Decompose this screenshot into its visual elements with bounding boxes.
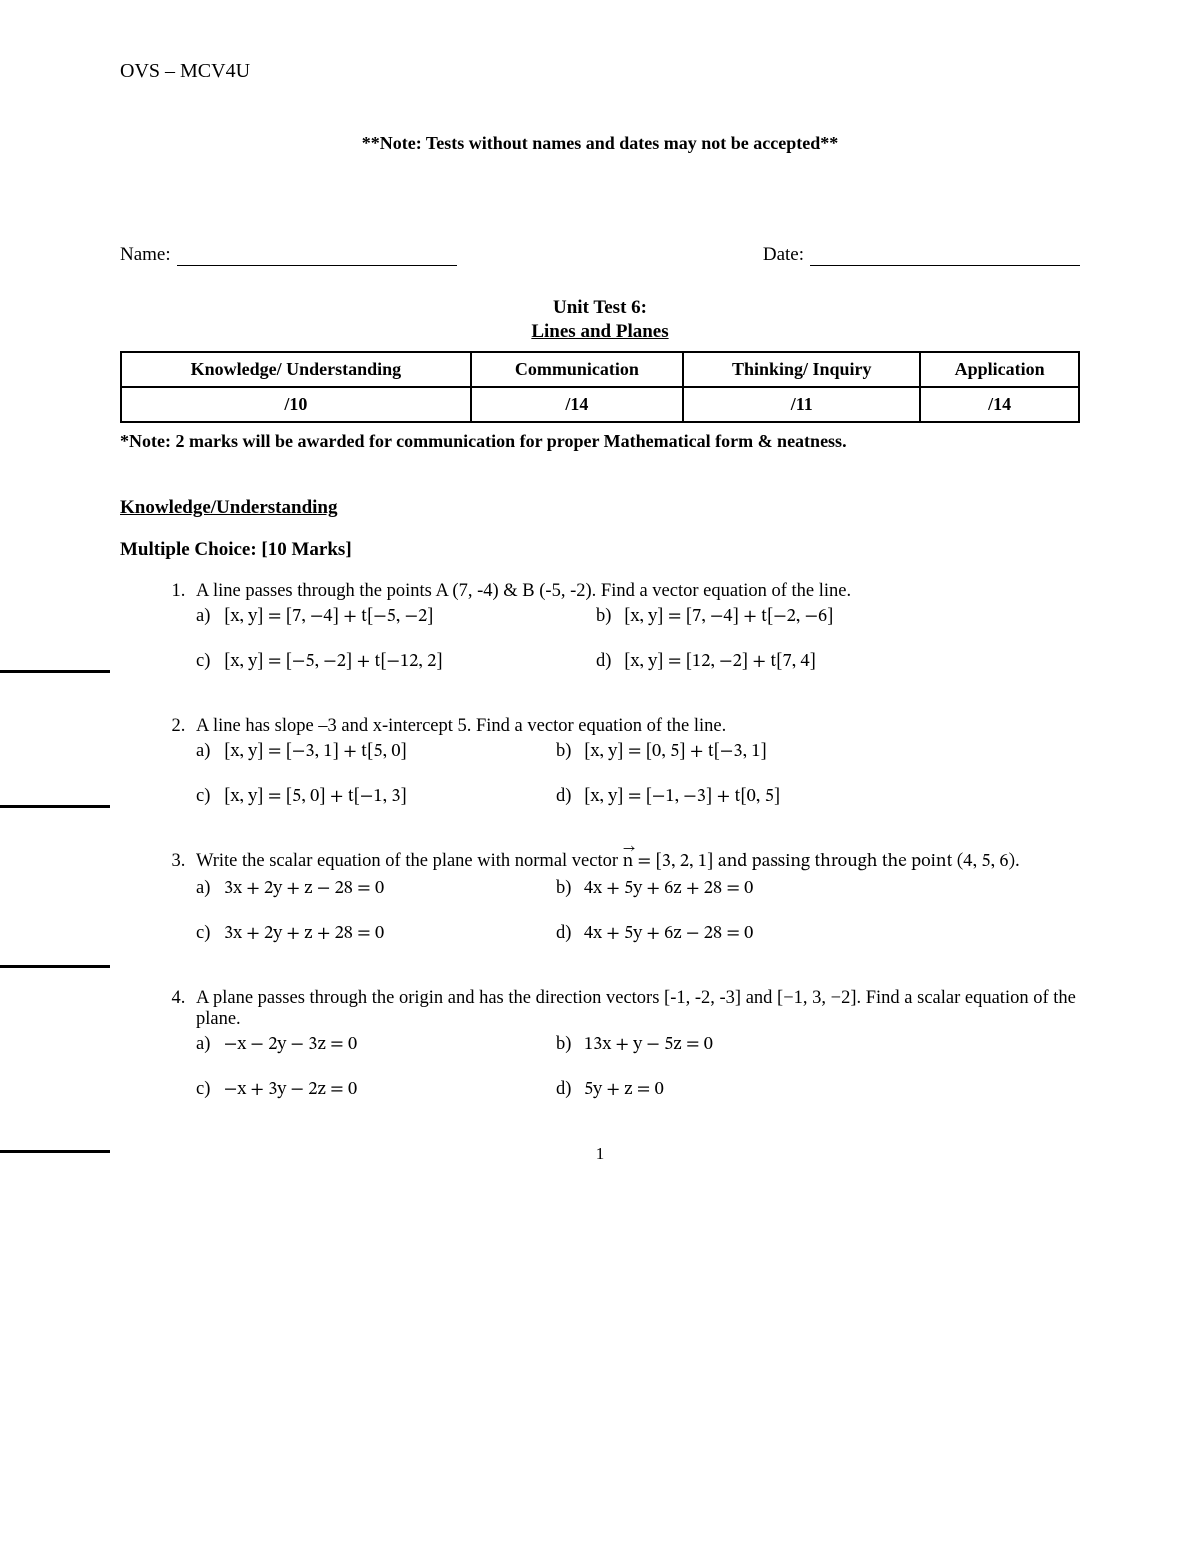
rubric-table: Knowledge/ Understanding Communication T… xyxy=(120,351,1080,423)
rubric-score: /14 xyxy=(471,387,683,422)
date-field: Date: xyxy=(763,244,1080,266)
answer-blank-3[interactable] xyxy=(0,965,110,968)
marks-footnote: *Note: 2 marks will be awarded for commu… xyxy=(120,431,1080,452)
question-list: A line passes through the points A (7, -… xyxy=(120,581,1080,1102)
rubric-header: Thinking/ Inquiry xyxy=(683,352,920,387)
choice-d: d)4x + 5y + 6z − 28 = 0 xyxy=(556,923,753,946)
question-1: A line passes through the points A (7, -… xyxy=(190,581,1080,674)
choice-b: b)13x + y − 5z = 0 xyxy=(556,1034,713,1057)
question-text: A plane passes through the origin and ha… xyxy=(196,988,1080,1030)
answer-blank-2[interactable] xyxy=(0,805,110,808)
question-text: A line has slope –3 and x-intercept 5. F… xyxy=(196,716,1080,737)
question-3: Write the scalar equation of the plane w… xyxy=(190,851,1080,946)
rubric-score-row: /10 /14 /11 /14 xyxy=(121,387,1079,422)
section-heading: Knowledge/Understanding xyxy=(120,497,1080,519)
choice-a: a)[x, y] = [−3, 1] + t[5, 0] xyxy=(196,741,526,764)
question-text: A line passes through the points A (7, -… xyxy=(196,581,1080,602)
choice-b: b)[x, y] = [7, −4] + t[−2, −6] xyxy=(596,606,834,629)
choice-d: d)[x, y] = [−1, −3] + t[0, 5] xyxy=(556,786,780,809)
date-blank[interactable] xyxy=(810,246,1080,266)
rubric-header: Communication xyxy=(471,352,683,387)
name-blank[interactable] xyxy=(177,246,457,266)
rubric-header-row: Knowledge/ Understanding Communication T… xyxy=(121,352,1079,387)
question-2: A line has slope –3 and x-intercept 5. F… xyxy=(190,716,1080,809)
test-subtitle: Lines and Planes xyxy=(120,321,1080,343)
mc-heading: Multiple Choice: [10 Marks] xyxy=(120,539,1080,561)
choice-c: c)[x, y] = [5, 0] + t[−1, 3] xyxy=(196,786,526,809)
question-4: A plane passes through the origin and ha… xyxy=(190,988,1080,1102)
choice-b: b)[x, y] = [0, 5] + t[−3, 1] xyxy=(556,741,767,764)
choice-a: a)3x + 2y + z − 28 = 0 xyxy=(196,878,526,901)
date-label: Date: xyxy=(763,244,804,266)
page: OVS – MCV4U **Note: Tests without names … xyxy=(0,0,1200,1204)
choice-d: d)5y + z = 0 xyxy=(556,1079,664,1102)
page-number: 1 xyxy=(120,1144,1080,1164)
choice-a: a)[x, y] = [7, −4] + t[−5, −2] xyxy=(196,606,566,629)
choice-b: b)4x + 5y + 6z + 28 = 0 xyxy=(556,878,753,901)
choice-c: c)−x + 3y − 2z = 0 xyxy=(196,1079,526,1102)
choice-c: c)3x + 2y + z + 28 = 0 xyxy=(196,923,526,946)
rubric-header: Application xyxy=(920,352,1079,387)
course-code: OVS – MCV4U xyxy=(120,60,1080,83)
rubric-score: /11 xyxy=(683,387,920,422)
answer-blank-4[interactable] xyxy=(0,1150,110,1153)
answer-blank-1[interactable] xyxy=(0,670,110,673)
rubric-score: /14 xyxy=(920,387,1079,422)
rubric-header: Knowledge/ Understanding xyxy=(121,352,471,387)
choice-d: d)[x, y] = [12, −2] + t[7, 4] xyxy=(596,651,816,674)
rubric-score: /10 xyxy=(121,387,471,422)
name-date-row: Name: Date: xyxy=(120,244,1080,266)
name-field: Name: xyxy=(120,244,457,266)
question-text: Write the scalar equation of the plane w… xyxy=(196,851,1080,874)
test-title: Unit Test 6: xyxy=(120,296,1080,321)
choice-c: c)[x, y] = [−5, −2] + t[−12, 2] xyxy=(196,651,566,674)
name-label: Name: xyxy=(120,244,171,266)
acceptance-note: **Note: Tests without names and dates ma… xyxy=(120,133,1080,154)
choice-a: a)−x − 2y − 3z = 0 xyxy=(196,1034,526,1057)
